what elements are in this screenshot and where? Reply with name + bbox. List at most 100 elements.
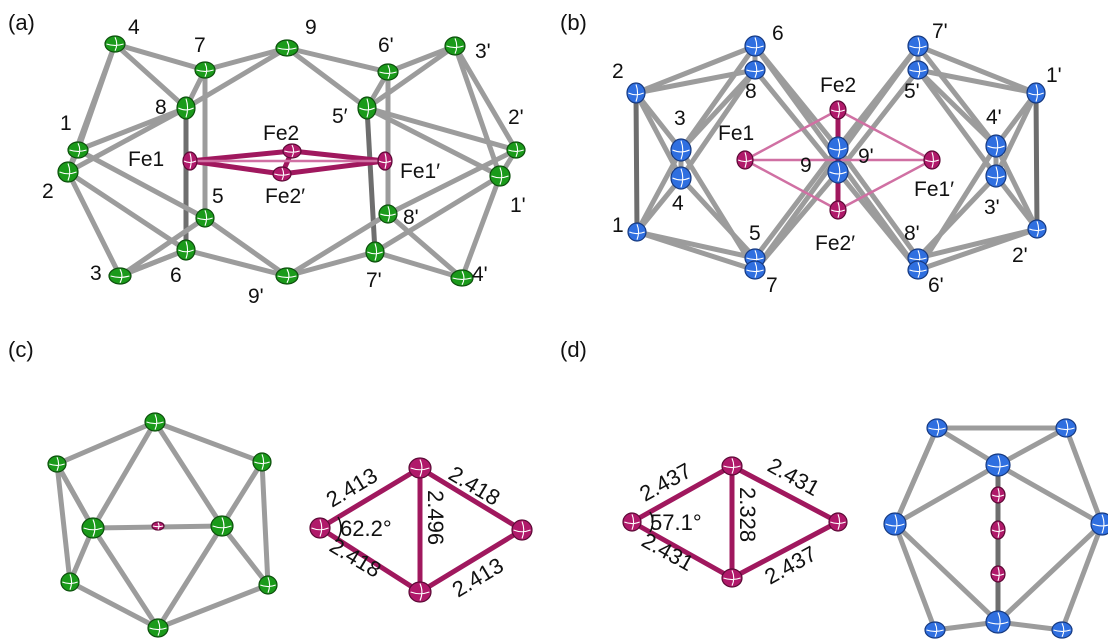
ellipsoid-highlight (746, 262, 764, 278)
ellipsoid-highlight (380, 206, 396, 222)
panel-label-a: (a) (8, 10, 35, 35)
ellipsoid-highlight (277, 268, 297, 284)
atom-label: Fe1′ (914, 178, 954, 201)
atom-label: 4 (672, 192, 684, 215)
panel-c-cage-bonds (54, 419, 271, 631)
boron-atom-7p (907, 35, 929, 57)
iron-atom-fe2p (829, 200, 847, 220)
ellipsoid-highlight (379, 64, 397, 80)
boron-atom-9p (275, 267, 299, 285)
bond-length-top-left: 2.437 (635, 458, 695, 507)
iron-atom-fe1 (182, 151, 198, 171)
boron-atom-7 (194, 61, 216, 79)
panel-d-rhombus (622, 456, 848, 588)
ellipsoid-highlight (909, 37, 927, 55)
ellipsoid-highlight (829, 138, 847, 158)
boron-atom-5p (907, 60, 929, 80)
panel-d-cage-atoms (883, 418, 1108, 639)
atom-label: Fe2 (820, 74, 856, 97)
atom-label: 4' (986, 106, 1002, 129)
ellipsoid-highlight (829, 162, 847, 182)
iron-atom-fe2 (829, 100, 847, 120)
boron-atom-9 (275, 39, 299, 57)
boron-atom-3 (670, 138, 692, 162)
atom-label: 5′ (332, 105, 348, 128)
ellipsoid-highlight (410, 459, 430, 477)
iron-atom (309, 517, 331, 539)
bond-angle: 62.2° (340, 516, 392, 541)
bond-angle: 57.1° (650, 510, 702, 535)
atom-label: 3 (90, 262, 102, 285)
ellipsoid-highlight (212, 517, 232, 535)
atom-label: 8 (155, 96, 167, 119)
iron-atom (721, 456, 743, 476)
ellipsoid-highlight (628, 84, 644, 102)
ellipsoid-highlight (254, 454, 270, 470)
boron-atom (258, 575, 278, 595)
boron-atom (252, 452, 272, 472)
ellipsoid-highlight (987, 455, 1009, 475)
boron-atom-2 (626, 82, 646, 104)
boron-atom-1 (67, 141, 89, 159)
atom-label: 2 (42, 180, 54, 203)
ellipsoid-highlight (926, 622, 944, 638)
boron-atom-3 (108, 267, 132, 285)
ellipsoid-highlight (624, 514, 640, 530)
atom-label: 7' (366, 269, 382, 292)
iron-atom (151, 521, 165, 531)
boron-atom-6 (176, 239, 196, 261)
ellipsoid-highlight (69, 142, 87, 158)
atom-label: 9 (305, 16, 317, 39)
boron-atom-1p (489, 165, 511, 187)
boron-atom-6p (907, 260, 929, 280)
panel-b: (b) (560, 10, 1062, 297)
boron-atom (985, 453, 1011, 477)
atom-label: 1 (60, 112, 72, 135)
atom-label: 8 (745, 80, 757, 103)
ellipsoid-highlight (110, 268, 130, 284)
atom-label: 6 (772, 22, 784, 45)
atom-label: 6' (928, 274, 944, 297)
atom-label: 3' (984, 196, 1000, 219)
boron-atom-8p (378, 204, 398, 224)
boron-atom (985, 610, 1011, 634)
iron-atom (828, 512, 848, 532)
iron-atom (990, 565, 1006, 583)
boron-atom-4p (985, 134, 1007, 158)
boron-atom (60, 572, 80, 592)
ellipsoid-highlight (274, 167, 290, 181)
ellipsoid-highlight (83, 519, 103, 537)
panel-c: (c) (8, 337, 533, 638)
iron-atom (990, 520, 1006, 540)
boron-atom (926, 418, 948, 438)
ellipsoid-highlight (183, 153, 197, 169)
boron-atom-7p (365, 241, 385, 263)
ellipsoid-highlight (152, 522, 164, 530)
atom-label: 7' (932, 20, 948, 43)
ellipsoid-highlight (991, 488, 1005, 502)
ellipsoid-highlight (452, 270, 472, 286)
panel-b-fe-bonds (744, 107, 933, 213)
ellipsoid-highlight (830, 202, 846, 218)
boron-atom (924, 621, 946, 639)
ellipsoid-highlight (311, 519, 329, 537)
ellipsoid-highlight (149, 620, 167, 636)
boron-atom-4p (450, 269, 474, 287)
atom-label: 1' (510, 194, 526, 217)
atom-label: 8' (904, 222, 920, 245)
iron-atom (408, 457, 432, 479)
atom-label: 6 (170, 264, 182, 287)
ellipsoid-highlight (629, 224, 645, 240)
boron-atom-5 (195, 208, 215, 228)
boron-atom-6 (744, 35, 766, 57)
ellipsoid-highlight (830, 514, 846, 530)
iron-atom (511, 519, 533, 541)
ellipsoid-highlight (146, 414, 164, 430)
panel-c-cage-atoms (47, 412, 278, 638)
iron-atom (990, 486, 1006, 504)
panel-a-atoms (57, 35, 526, 287)
boron-atom-8 (744, 60, 766, 80)
boron-atom-7 (744, 260, 766, 280)
ellipsoid-highlight (62, 574, 78, 590)
atom-label: 1' (1046, 64, 1062, 87)
